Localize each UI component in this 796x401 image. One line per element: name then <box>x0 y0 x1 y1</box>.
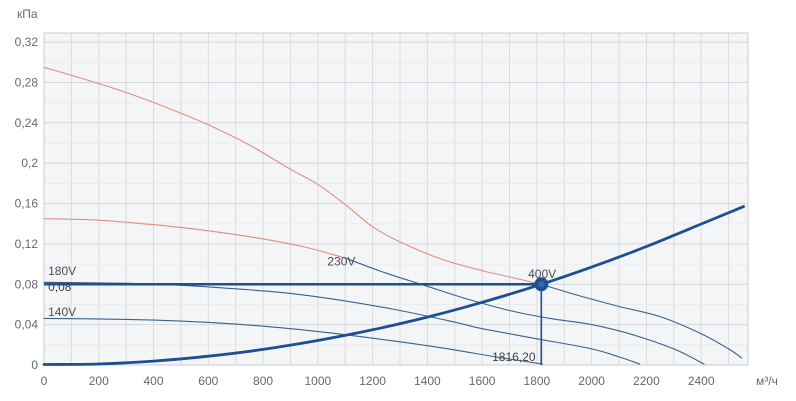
x-tick-label: 1400 <box>414 374 441 388</box>
curve-230V-out-of-range <box>43 218 346 259</box>
x-tick-label: 800 <box>253 374 273 388</box>
working-point-marker-core <box>538 281 545 288</box>
curve-400V <box>540 283 743 359</box>
y-tick-label: 0,28 <box>15 75 39 89</box>
x-tick-label: 1200 <box>359 374 386 388</box>
y-tick-label: 0,2 <box>21 156 38 170</box>
x-tick-label: 0 <box>41 374 48 388</box>
x-tick-label: 600 <box>198 374 218 388</box>
y-tick-label: 0,08 <box>15 277 39 291</box>
x-tick-label: 2000 <box>578 374 605 388</box>
curve-140V <box>43 317 543 365</box>
curve-230V <box>344 257 705 365</box>
y-tick-label: 0,04 <box>15 318 39 332</box>
curve-label-400V: 400V <box>528 267 556 281</box>
y-tick-label: 0,32 <box>15 35 39 49</box>
pressure-axis-unit-label: кПа <box>17 7 38 21</box>
working-point-flow-label: 1816,20 <box>492 350 536 364</box>
x-tick-label: 400 <box>144 374 164 388</box>
curve-label-140V: 140V <box>48 305 76 319</box>
curve-label-180V: 180V <box>48 264 76 278</box>
gridlines <box>44 33 748 365</box>
x-tick-label: 1600 <box>469 374 496 388</box>
working-point-pressure-label: 0,08 <box>48 280 72 294</box>
axis-ticks: 0 200 400 600 800 1000 1200 1400 1600 1800 2000 220… <box>15 7 778 388</box>
y-tick-label: 0,16 <box>15 197 39 211</box>
y-tick-label: 0,12 <box>15 237 39 251</box>
curve-label-230V: 230V <box>327 255 355 269</box>
curve-400V-out-of-range <box>43 66 542 285</box>
plot-border <box>43 32 749 366</box>
y-tick-label: 0,24 <box>15 116 39 130</box>
x-tick-label: 2400 <box>688 374 715 388</box>
x-tick-label: 2200 <box>633 374 660 388</box>
x-tick-label: 1000 <box>304 374 331 388</box>
flow-axis-unit-label: м³/ч <box>756 374 778 388</box>
system-resistance-curve <box>42 205 745 366</box>
x-tick-label: 200 <box>89 374 109 388</box>
curve-labels: 180V 140V 230V 400V <box>48 255 556 319</box>
y-tick-label: 0 <box>31 358 38 372</box>
working-point-marker[interactable] <box>534 277 549 292</box>
x-tick-label: 1800 <box>524 374 551 388</box>
